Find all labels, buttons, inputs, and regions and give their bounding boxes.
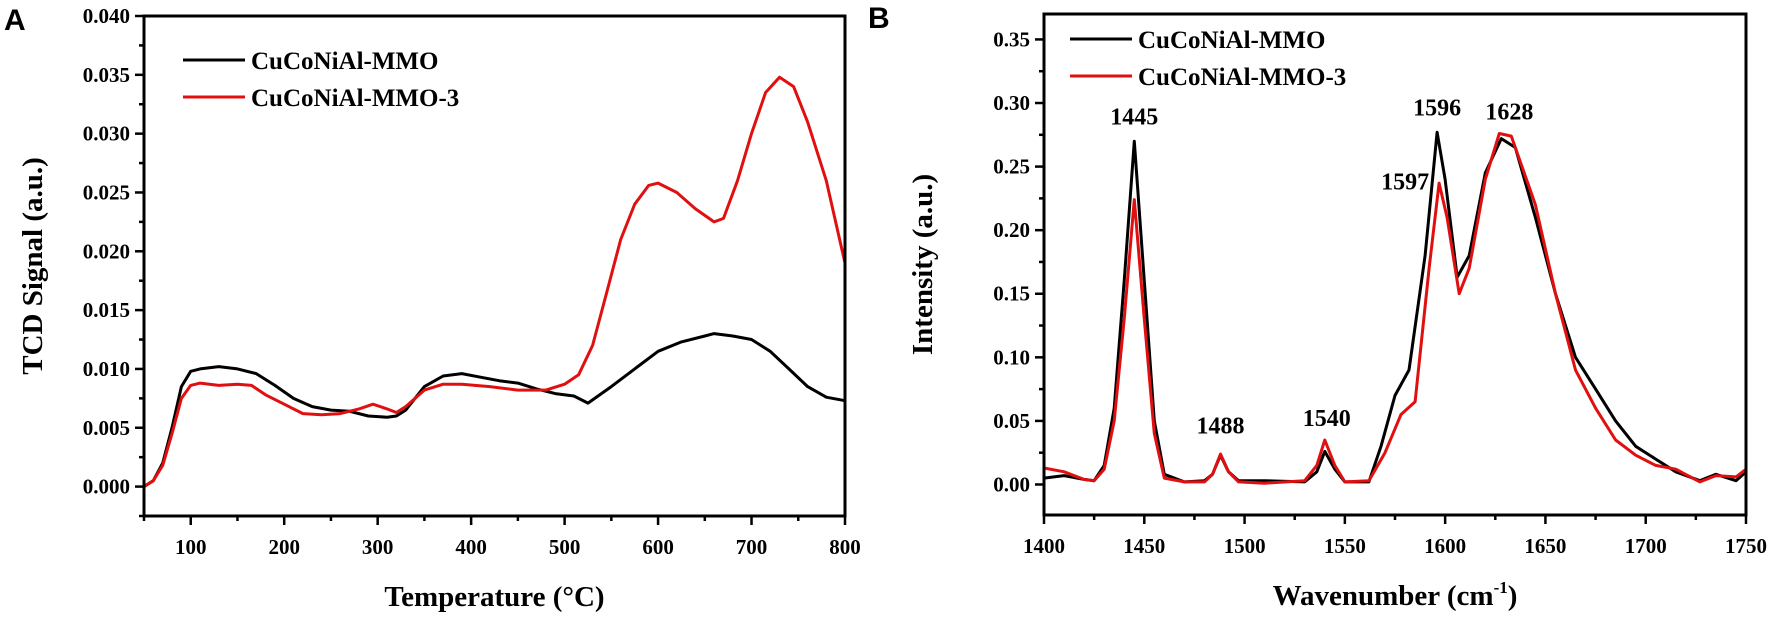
y-tick-label: 0.00 xyxy=(993,472,1030,496)
series-line-mmo-3 xyxy=(143,75,847,488)
y-axis-label: Intensity (a.u.) xyxy=(907,174,939,355)
y-tick-label: 0.35 xyxy=(993,27,1030,51)
x-tick-label: 300 xyxy=(362,535,394,559)
x-tick-label: 1450 xyxy=(1123,534,1165,558)
y-tick-label: 0.035 xyxy=(83,63,130,87)
x-tick-label: 500 xyxy=(549,535,581,559)
x-axis-label: Wavenumber (cm-1) xyxy=(1273,578,1518,612)
legend-label: CuCoNiAl-MMO-3 xyxy=(1138,64,1346,91)
y-tick-label: 0.20 xyxy=(993,218,1030,242)
series-line-mmo xyxy=(143,332,846,488)
series-line-mmo-3 xyxy=(1043,132,1747,485)
panel-label: B xyxy=(868,2,890,35)
y-axis-label: TCD Signal (a.u.) xyxy=(17,157,49,375)
legend-label: CuCoNiAl-MMO-3 xyxy=(251,85,459,112)
x-tick-label: 1500 xyxy=(1224,534,1266,558)
x-axis-label: Temperature (°C) xyxy=(384,581,604,613)
peak-annotation: 1445 xyxy=(1110,105,1158,131)
y-tick-label: 0.25 xyxy=(993,155,1030,179)
x-tick-label: 1600 xyxy=(1424,534,1466,558)
peak-annotation: 1628 xyxy=(1485,100,1533,126)
y-tick-label: 0.015 xyxy=(83,298,130,322)
y-tick-label: 0.020 xyxy=(83,239,130,263)
y-tick-label: 0.05 xyxy=(993,409,1030,433)
peak-annotation: 1596 xyxy=(1413,96,1461,122)
legend-label: CuCoNiAl-MMO xyxy=(251,48,438,75)
plot-frame xyxy=(142,14,847,518)
chart-panel-b: B 1400 1450 1500 1550 1600 1650 1700 1750 0.00 0.0… xyxy=(868,2,1767,612)
x-tick-label: 200 xyxy=(268,535,300,559)
y-tick-label: 0.000 xyxy=(83,475,130,499)
x-tick-label: 1750 xyxy=(1725,534,1767,558)
peak-annotation: 1597 xyxy=(1381,169,1429,195)
peak-annotation: 1488 xyxy=(1197,414,1245,440)
y-tick-label: 0.030 xyxy=(83,122,130,146)
x-axis-label-end: ) xyxy=(1508,580,1518,612)
x-axis-label-text: Wavenumber (cm xyxy=(1273,580,1494,612)
x-tick-label: 700 xyxy=(736,535,768,559)
y-tick-label: 0.025 xyxy=(83,180,130,204)
x-axis-label-text: Temperature (°C) xyxy=(384,581,604,613)
x-tick-label: 100 xyxy=(175,535,207,559)
y-tick-label: 0.10 xyxy=(993,345,1030,369)
y-tick-label: 0.040 xyxy=(83,4,130,28)
x-tick-label: 800 xyxy=(829,535,861,559)
x-tick-label: 1400 xyxy=(1023,534,1065,558)
y-tick-label: 0.30 xyxy=(993,91,1030,115)
chart-panel-a: A 100 200 300 400 500 600 700 800 0.000 0.005 0.010… xyxy=(4,4,861,613)
x-tick-label: 1650 xyxy=(1524,534,1566,558)
y-tick-label: 0.15 xyxy=(993,282,1030,306)
x-tick-label: 400 xyxy=(455,535,487,559)
legend-label: CuCoNiAl-MMO xyxy=(1138,27,1325,54)
x-tick-label: 1700 xyxy=(1625,534,1667,558)
y-tick-label: 0.010 xyxy=(83,357,130,381)
y-tick-label: 0.005 xyxy=(83,416,130,440)
x-tick-label: 600 xyxy=(642,535,674,559)
peak-annotation: 1540 xyxy=(1303,406,1351,432)
x-axis-label-superscript: -1 xyxy=(1494,578,1508,597)
x-tick-label: 1550 xyxy=(1324,534,1366,558)
panel-label: A xyxy=(4,4,26,37)
